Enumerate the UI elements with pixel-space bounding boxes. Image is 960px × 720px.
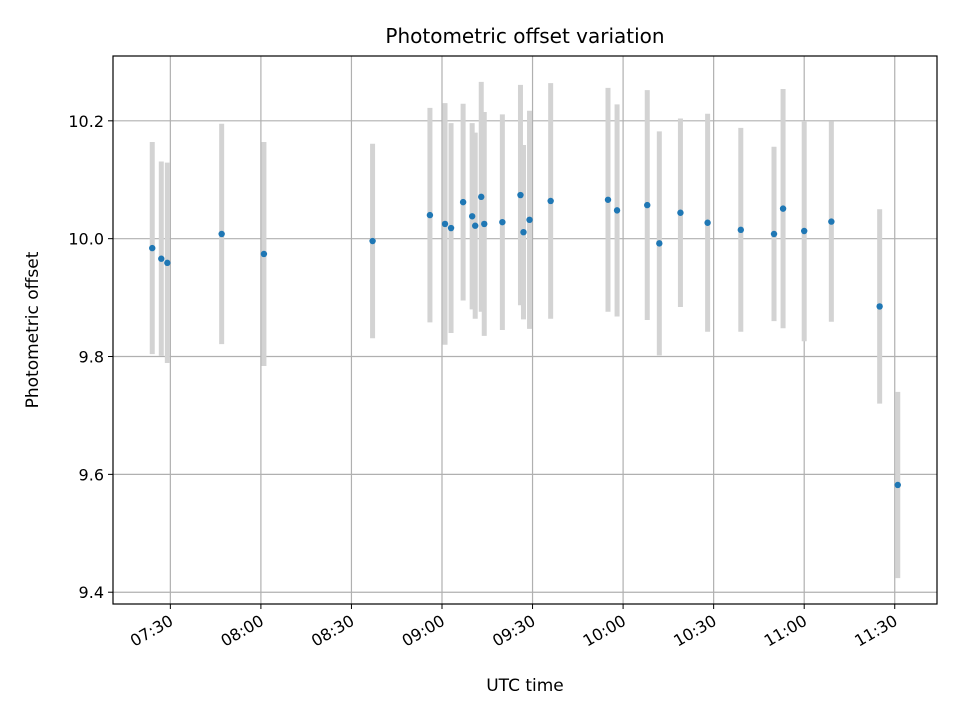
data-points <box>149 191 901 489</box>
data-point <box>828 218 835 225</box>
data-point <box>426 211 434 219</box>
data-point <box>800 227 808 235</box>
data-point <box>613 207 621 214</box>
data-point <box>218 230 225 238</box>
data-point <box>547 197 554 205</box>
plot-frame <box>112 55 938 605</box>
data-point <box>737 226 745 234</box>
y-axis-label: Photometric offset <box>23 251 43 408</box>
data-point <box>468 213 476 220</box>
data-point <box>164 259 171 267</box>
data-point <box>526 216 533 224</box>
data-point <box>644 201 651 209</box>
data-point <box>704 219 711 226</box>
y-axis: 9.4 9.6 9.8 10.0 10.2 <box>68 112 113 602</box>
data-point <box>656 240 663 247</box>
y-tick-label: 10.0 <box>68 230 104 249</box>
data-point <box>441 220 449 228</box>
data-point <box>447 224 455 232</box>
data-point <box>260 250 268 258</box>
chart-title: Photometric offset variation <box>385 24 664 48</box>
data-point <box>894 481 901 489</box>
data-point <box>876 303 883 310</box>
y-tick-label: 10.2 <box>68 112 104 131</box>
data-point <box>604 196 612 203</box>
data-point <box>369 237 376 245</box>
data-point <box>158 255 165 262</box>
x-axis-label: UTC time <box>486 676 564 696</box>
data-point <box>499 218 506 226</box>
data-point <box>481 220 488 228</box>
data-point <box>459 198 467 206</box>
data-point <box>517 191 524 199</box>
y-tick-label: 9.6 <box>79 465 104 484</box>
data-point <box>779 205 787 212</box>
data-point <box>478 193 485 201</box>
y-tick-label: 9.4 <box>79 583 104 602</box>
y-tick-label: 9.8 <box>79 348 104 367</box>
data-point <box>520 228 527 236</box>
data-point <box>770 230 778 238</box>
data-point <box>471 222 479 229</box>
data-point <box>677 209 684 216</box>
data-point <box>149 244 156 252</box>
